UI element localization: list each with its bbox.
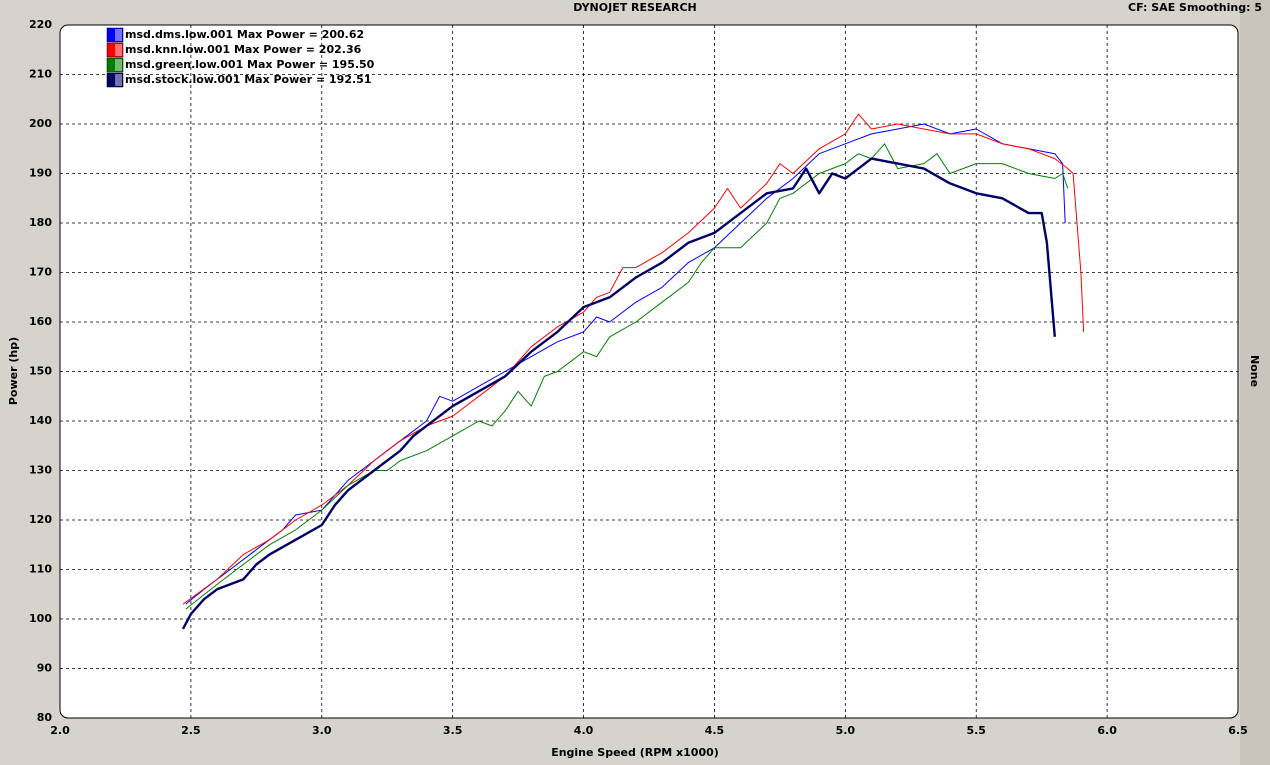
chart-subtitle: CF: SAE Smoothing: 5 bbox=[1128, 1, 1262, 14]
y-tick-label: 140 bbox=[29, 414, 52, 427]
y-tick-label: 220 bbox=[29, 18, 52, 31]
legend-swatch bbox=[106, 27, 124, 43]
legend-swatch bbox=[106, 72, 124, 88]
y-tick-label: 80 bbox=[37, 711, 53, 724]
chart-title: DYNOJET RESEARCH bbox=[573, 1, 696, 14]
y-tick-label: 190 bbox=[29, 167, 52, 180]
series-line bbox=[185, 143, 1069, 610]
legend-swatch-highlight bbox=[115, 74, 122, 86]
y-tick-label: 120 bbox=[29, 513, 52, 526]
x-tick-label: 2.5 bbox=[181, 724, 201, 737]
y-tick-label: 160 bbox=[29, 315, 52, 328]
y-tick-label: 200 bbox=[29, 117, 52, 130]
x-tick-label: 5.5 bbox=[966, 724, 986, 737]
series-line bbox=[185, 123, 1066, 605]
legend-label: msd.dms.low.001 Max Power = 200.62 bbox=[125, 28, 364, 41]
legend-swatch bbox=[106, 57, 124, 73]
y-tick-label: 210 bbox=[29, 68, 52, 81]
x-tick-label: 6.0 bbox=[1097, 724, 1117, 737]
legend-swatch-highlight bbox=[115, 29, 122, 41]
x-tick-label: 4.5 bbox=[705, 724, 725, 737]
legend-label: msd.stock.low.001 Max Power = 192.51 bbox=[125, 73, 371, 86]
x-axis-title: Engine Speed (RPM x1000) bbox=[551, 746, 719, 759]
y-axis-title: Power (hp) bbox=[7, 337, 20, 405]
x-tick-label: 3.0 bbox=[312, 724, 332, 737]
x-tick-label: 2.0 bbox=[50, 724, 70, 737]
legend-swatch-highlight bbox=[115, 44, 122, 56]
y-tick-label: 90 bbox=[37, 662, 53, 675]
side-panel bbox=[1240, 0, 1270, 765]
y-tick-label: 110 bbox=[29, 563, 52, 576]
x-tick-label: 5.0 bbox=[836, 724, 856, 737]
legend-swatch-highlight bbox=[115, 59, 122, 71]
y-tick-label: 150 bbox=[29, 365, 52, 378]
legend-label: msd.green.low.001 Max Power = 195.50 bbox=[125, 58, 375, 71]
x-tick-label: 6.5 bbox=[1228, 724, 1248, 737]
series-line bbox=[181, 157, 1056, 630]
legend-label: msd.knn.low.001 Max Power = 202.36 bbox=[125, 43, 362, 56]
y-tick-label: 180 bbox=[29, 216, 52, 229]
x-tick-label: 4.0 bbox=[574, 724, 594, 737]
x-tick-label: 3.5 bbox=[443, 724, 463, 737]
y-tick-label: 170 bbox=[29, 266, 52, 279]
y-tick-label: 130 bbox=[29, 464, 52, 477]
y2-axis-title: None bbox=[1248, 355, 1261, 387]
y-tick-label: 100 bbox=[29, 612, 52, 625]
series-line bbox=[182, 113, 1085, 605]
legend-swatch bbox=[106, 42, 124, 58]
